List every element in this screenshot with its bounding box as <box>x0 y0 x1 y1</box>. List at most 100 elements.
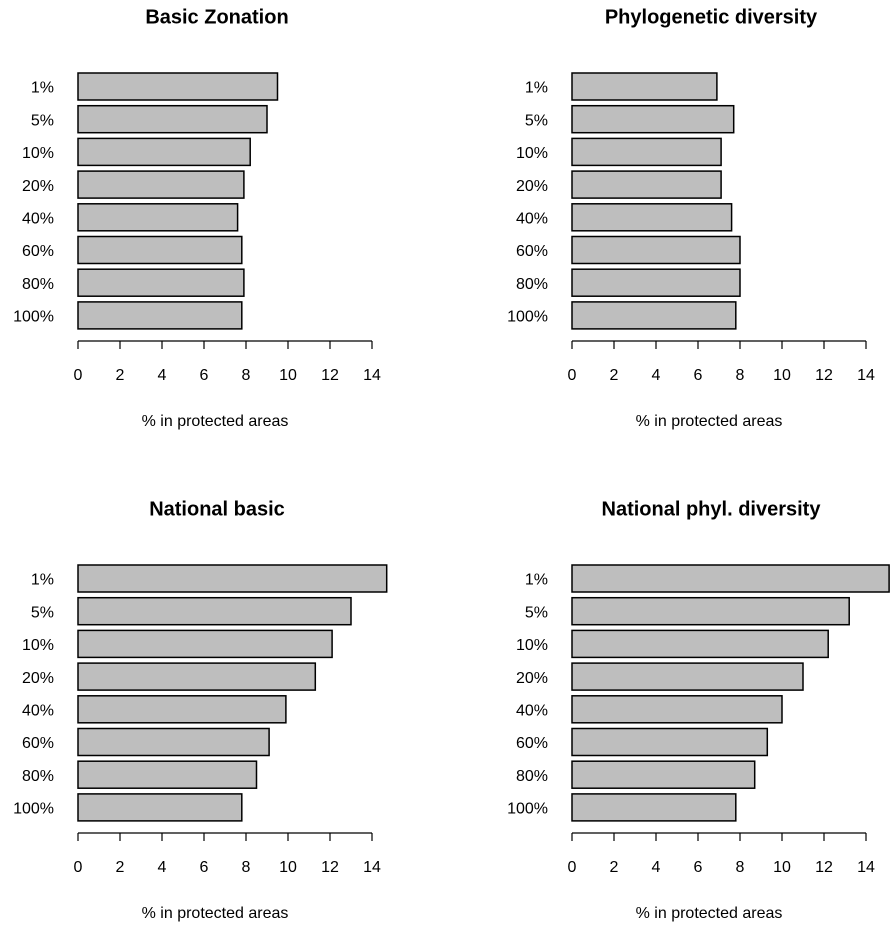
y-tick-label: 100% <box>507 309 548 326</box>
x-tick-label: 14 <box>363 367 381 384</box>
chart-title: Phylogenetic diversity <box>605 6 818 28</box>
bar <box>77 629 333 659</box>
y-tick-label: 1% <box>31 80 54 97</box>
y-tick-label: 1% <box>525 572 548 589</box>
y-tick-label: 5% <box>525 112 548 129</box>
x-tick-label: 6 <box>200 367 209 384</box>
x-tick-label: 14 <box>857 859 875 876</box>
x-axis-label: % in protected areas <box>142 905 289 922</box>
bar <box>571 596 850 626</box>
bar <box>77 235 243 265</box>
bar <box>77 170 245 199</box>
x-tick-label: 6 <box>694 859 703 876</box>
x-tick-label: 0 <box>568 859 577 876</box>
x-tick-label: 10 <box>279 859 297 876</box>
bar <box>571 727 769 757</box>
y-tick-label: 10% <box>516 145 548 162</box>
y-tick-label: 20% <box>516 670 548 687</box>
x-tick-label: 10 <box>773 367 791 384</box>
bar <box>77 760 258 789</box>
chart-title: National basic <box>149 498 285 520</box>
bar <box>571 760 756 789</box>
y-tick-label: 1% <box>525 80 548 97</box>
x-tick-label: 2 <box>116 367 125 384</box>
y-tick-label: 40% <box>22 703 54 720</box>
x-tick-label: 2 <box>610 367 619 384</box>
bar <box>571 72 718 101</box>
y-tick-label: 40% <box>516 211 548 228</box>
bar <box>77 104 268 134</box>
y-tick-label: 80% <box>516 768 548 785</box>
chart-title: National phyl. diversity <box>602 498 822 520</box>
y-tick-label: 40% <box>516 703 548 720</box>
y-tick-label: 60% <box>516 243 548 260</box>
bar <box>571 104 735 134</box>
bar <box>571 629 829 659</box>
bar <box>571 662 804 691</box>
x-tick-label: 14 <box>363 859 381 876</box>
bar <box>571 268 741 297</box>
x-tick-label: 0 <box>568 367 577 384</box>
bar <box>77 137 251 167</box>
bar <box>77 301 243 330</box>
bar <box>77 203 239 232</box>
x-tick-label: 12 <box>321 859 339 876</box>
chart-title: Basic Zonation <box>145 6 288 28</box>
x-tick-label: 14 <box>857 367 875 384</box>
y-tick-label: 5% <box>525 604 548 621</box>
y-tick-label: 60% <box>22 243 54 260</box>
bar <box>77 695 287 724</box>
x-tick-label: 8 <box>242 367 251 384</box>
bar <box>77 596 352 626</box>
bar <box>571 301 737 330</box>
x-tick-label: 8 <box>736 367 745 384</box>
bar <box>77 727 270 757</box>
y-tick-label: 60% <box>516 735 548 752</box>
bar <box>77 793 243 822</box>
x-tick-label: 12 <box>321 367 339 384</box>
x-tick-label: 0 <box>74 859 83 876</box>
bar <box>77 72 279 101</box>
x-tick-label: 4 <box>652 367 661 384</box>
bar <box>571 170 722 199</box>
y-tick-label: 10% <box>516 637 548 654</box>
y-tick-label: 5% <box>31 604 54 621</box>
y-tick-label: 100% <box>13 309 54 326</box>
x-tick-label: 8 <box>736 859 745 876</box>
bar <box>571 137 722 167</box>
y-tick-label: 10% <box>22 145 54 162</box>
bar <box>571 203 733 232</box>
y-tick-label: 40% <box>22 211 54 228</box>
y-tick-label: 80% <box>22 768 54 785</box>
y-tick-label: 80% <box>22 276 54 293</box>
bar <box>77 268 245 297</box>
x-tick-label: 10 <box>279 367 297 384</box>
x-tick-label: 4 <box>652 859 661 876</box>
y-tick-label: 10% <box>22 637 54 654</box>
y-tick-label: 100% <box>507 801 548 818</box>
x-tick-label: 6 <box>200 859 209 876</box>
x-tick-label: 6 <box>694 367 703 384</box>
y-tick-label: 20% <box>22 178 54 195</box>
x-axis-label: % in protected areas <box>636 413 783 430</box>
x-tick-label: 12 <box>815 859 833 876</box>
y-tick-label: 20% <box>22 670 54 687</box>
bar <box>571 564 890 593</box>
bar <box>571 695 783 724</box>
x-axis-label: % in protected areas <box>142 413 289 430</box>
y-tick-label: 20% <box>516 178 548 195</box>
x-tick-label: 10 <box>773 859 791 876</box>
x-axis-label: % in protected areas <box>636 905 783 922</box>
bar <box>77 564 388 593</box>
y-tick-label: 1% <box>31 572 54 589</box>
y-tick-label: 100% <box>13 801 54 818</box>
x-tick-label: 2 <box>610 859 619 876</box>
x-tick-label: 2 <box>116 859 125 876</box>
bar <box>77 662 317 691</box>
x-tick-label: 4 <box>158 367 167 384</box>
x-tick-label: 8 <box>242 859 251 876</box>
x-tick-label: 4 <box>158 859 167 876</box>
y-tick-label: 80% <box>516 276 548 293</box>
bar <box>571 793 737 822</box>
